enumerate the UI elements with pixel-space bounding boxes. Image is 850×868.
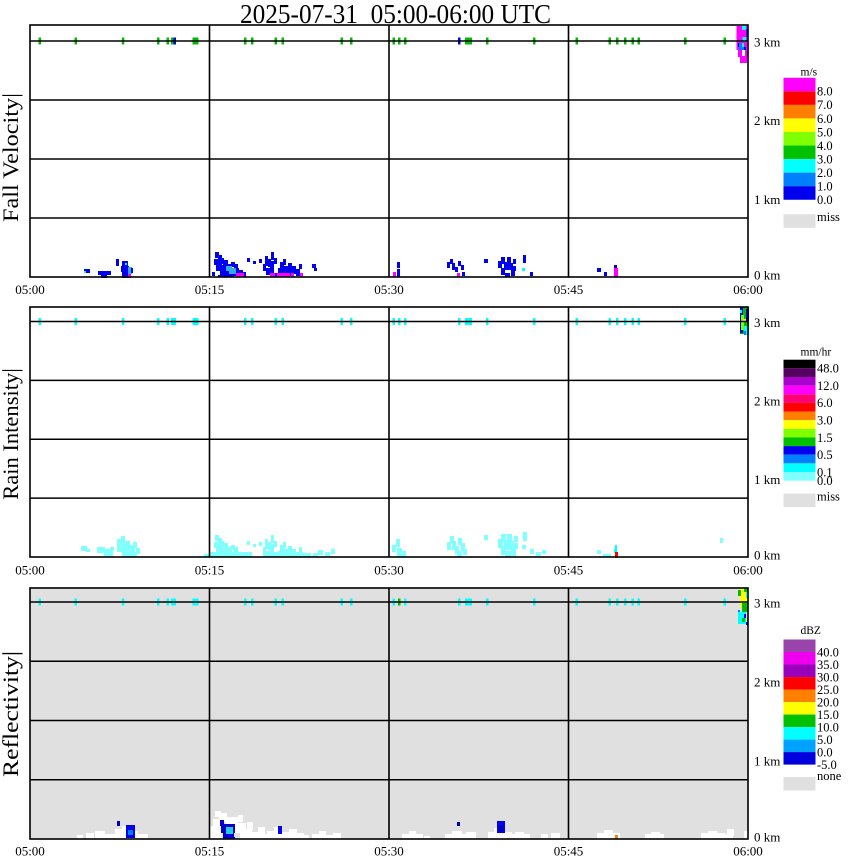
svg-text:dBZ: dBZ <box>801 625 821 637</box>
svg-text:6.0: 6.0 <box>817 396 833 410</box>
svg-text:miss: miss <box>817 490 840 504</box>
svg-text:2 km: 2 km <box>754 113 780 128</box>
svg-text:2.0: 2.0 <box>817 166 833 180</box>
svg-text:1 km: 1 km <box>754 472 780 487</box>
svg-text:3 km: 3 km <box>754 315 780 330</box>
svg-text:05:45: 05:45 <box>554 282 584 297</box>
svg-text:0.5: 0.5 <box>817 448 833 462</box>
svg-text:05:30: 05:30 <box>374 563 404 578</box>
svg-text:0 km: 0 km <box>754 268 780 283</box>
svg-text:-5.0: -5.0 <box>817 758 837 772</box>
svg-text:20.0: 20.0 <box>817 695 839 709</box>
svg-text:7.0: 7.0 <box>817 98 833 112</box>
svg-text:0.1: 0.1 <box>817 465 833 479</box>
svg-text:48.0: 48.0 <box>817 362 839 376</box>
svg-text:12.0: 12.0 <box>817 379 839 393</box>
svg-text:35.0: 35.0 <box>817 658 839 672</box>
svg-text:5.0: 5.0 <box>817 125 833 139</box>
svg-text:1 km: 1 km <box>754 754 780 769</box>
svg-text:6.0: 6.0 <box>817 112 833 126</box>
svg-text:0.0: 0.0 <box>817 474 833 488</box>
svg-text:0.0: 0.0 <box>817 745 833 759</box>
svg-text:0 km: 0 km <box>754 830 780 845</box>
svg-text:05:15: 05:15 <box>195 844 225 859</box>
svg-text:05:00: 05:00 <box>15 282 45 297</box>
svg-text:Rain Intensity|: Rain Intensity| <box>0 368 23 500</box>
svg-text:none: none <box>817 769 842 783</box>
svg-text:3.0: 3.0 <box>817 152 833 166</box>
svg-text:m/s: m/s <box>801 67 818 79</box>
svg-text:05:30: 05:30 <box>374 282 404 297</box>
svg-text:05:15: 05:15 <box>195 563 225 578</box>
svg-text:05:30: 05:30 <box>374 844 404 859</box>
svg-text:3 km: 3 km <box>754 596 780 611</box>
svg-text:miss: miss <box>817 210 840 224</box>
svg-text:1.0: 1.0 <box>817 180 833 194</box>
svg-text:0.0: 0.0 <box>817 193 833 207</box>
svg-text:30.0: 30.0 <box>817 670 839 684</box>
svg-text:25.0: 25.0 <box>817 683 839 697</box>
svg-text:mm/hr: mm/hr <box>801 347 832 359</box>
svg-text:06:00: 06:00 <box>733 282 763 297</box>
svg-text:10.0: 10.0 <box>817 720 839 734</box>
svg-text:2 km: 2 km <box>754 394 780 409</box>
svg-text:3 km: 3 km <box>754 35 780 50</box>
svg-text:05:15: 05:15 <box>195 282 225 297</box>
svg-text:05:00: 05:00 <box>15 563 45 578</box>
svg-text:8.0: 8.0 <box>817 85 833 99</box>
svg-text:05:00: 05:00 <box>15 844 45 859</box>
svg-text:06:00: 06:00 <box>733 844 763 859</box>
svg-text:2 km: 2 km <box>754 675 780 690</box>
svg-text:05:45: 05:45 <box>554 844 584 859</box>
svg-text:2025-07-31 05:00-06:00 UTC: 2025-07-31 05:00-06:00 UTC <box>240 0 551 29</box>
svg-text:5.0: 5.0 <box>817 733 833 747</box>
svg-text:4.0: 4.0 <box>817 139 833 153</box>
svg-text:05:45: 05:45 <box>554 563 584 578</box>
svg-text:0 km: 0 km <box>754 548 780 563</box>
svg-text:1.5: 1.5 <box>817 431 833 445</box>
svg-text:Reflectivity|: Reflectivity| <box>0 651 23 777</box>
svg-text:1 km: 1 km <box>754 192 780 207</box>
svg-text:15.0: 15.0 <box>817 708 839 722</box>
svg-text:Fall Velocity|: Fall Velocity| <box>0 93 23 222</box>
svg-text:3.0: 3.0 <box>817 413 833 427</box>
svg-text:06:00: 06:00 <box>733 563 763 578</box>
svg-text:40.0: 40.0 <box>817 645 839 659</box>
